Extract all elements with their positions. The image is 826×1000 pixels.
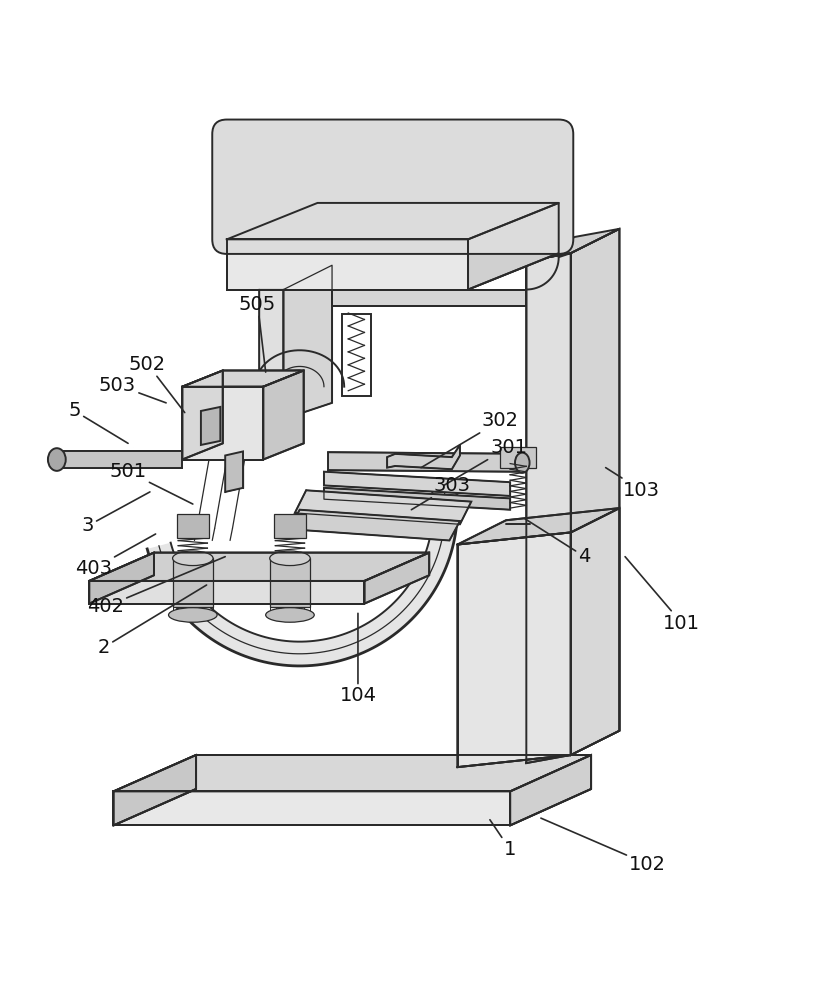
Text: 402: 402 xyxy=(87,557,225,616)
Text: 403: 403 xyxy=(75,534,155,578)
Polygon shape xyxy=(364,553,430,604)
Text: 102: 102 xyxy=(541,818,667,874)
Text: 501: 501 xyxy=(110,462,192,504)
Polygon shape xyxy=(113,791,510,825)
Polygon shape xyxy=(183,370,223,460)
Text: 505: 505 xyxy=(239,295,276,372)
Polygon shape xyxy=(57,451,183,468)
Text: 503: 503 xyxy=(99,376,166,403)
Polygon shape xyxy=(501,447,536,468)
Polygon shape xyxy=(458,508,620,545)
Ellipse shape xyxy=(515,453,529,473)
Polygon shape xyxy=(147,481,458,666)
Polygon shape xyxy=(526,253,571,763)
Text: 2: 2 xyxy=(97,585,206,657)
Polygon shape xyxy=(183,387,263,460)
Text: 103: 103 xyxy=(605,468,660,500)
Polygon shape xyxy=(201,407,221,445)
Polygon shape xyxy=(89,553,430,581)
Polygon shape xyxy=(270,558,311,607)
Polygon shape xyxy=(89,581,364,604)
Text: 1: 1 xyxy=(490,820,516,859)
Polygon shape xyxy=(468,203,558,290)
Polygon shape xyxy=(526,229,620,261)
Polygon shape xyxy=(387,445,460,469)
Text: 4: 4 xyxy=(525,519,591,566)
Polygon shape xyxy=(177,514,209,538)
Polygon shape xyxy=(227,203,558,239)
Ellipse shape xyxy=(266,608,314,622)
Text: 101: 101 xyxy=(625,557,700,633)
Polygon shape xyxy=(324,488,510,510)
Ellipse shape xyxy=(270,551,311,566)
Polygon shape xyxy=(173,558,213,607)
Polygon shape xyxy=(89,553,154,604)
Polygon shape xyxy=(283,265,332,419)
Text: 302: 302 xyxy=(421,411,519,468)
Polygon shape xyxy=(263,370,304,460)
Polygon shape xyxy=(571,508,620,755)
Polygon shape xyxy=(113,755,591,791)
Polygon shape xyxy=(458,532,571,767)
Polygon shape xyxy=(259,290,283,427)
Polygon shape xyxy=(227,239,468,290)
Text: 3: 3 xyxy=(82,492,150,535)
Text: 303: 303 xyxy=(411,476,470,510)
Ellipse shape xyxy=(48,448,66,471)
Polygon shape xyxy=(510,755,591,825)
Polygon shape xyxy=(289,510,460,540)
Text: 104: 104 xyxy=(339,613,377,705)
Polygon shape xyxy=(571,229,620,755)
Ellipse shape xyxy=(169,608,217,622)
Polygon shape xyxy=(113,755,196,825)
Polygon shape xyxy=(332,290,526,306)
Polygon shape xyxy=(295,490,472,524)
Text: 301: 301 xyxy=(444,438,527,485)
FancyBboxPatch shape xyxy=(212,120,573,254)
Polygon shape xyxy=(183,370,304,387)
Polygon shape xyxy=(328,452,522,472)
Polygon shape xyxy=(225,451,243,492)
Polygon shape xyxy=(324,472,510,496)
Polygon shape xyxy=(273,514,306,538)
Ellipse shape xyxy=(173,551,213,566)
Text: 502: 502 xyxy=(129,355,185,413)
Text: 5: 5 xyxy=(69,401,128,443)
